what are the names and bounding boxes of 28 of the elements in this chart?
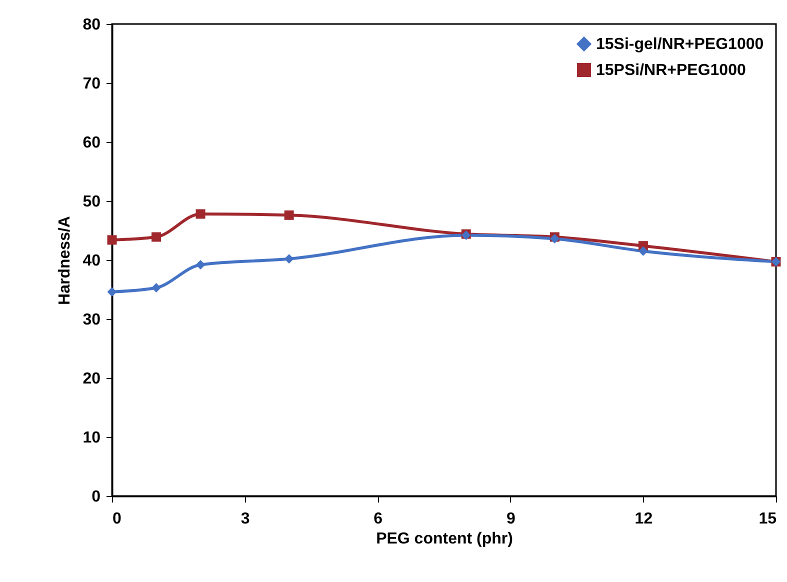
y-axis-title: Hardness/A: [56, 216, 74, 305]
x-tick-label: 3: [240, 510, 250, 528]
y-tick-label: 20: [82, 370, 101, 388]
x-tick-label: 12: [634, 510, 653, 528]
point: [196, 260, 206, 270]
x-tick-label: 9: [506, 510, 516, 528]
x-axis-title: PEG content (phr): [376, 530, 513, 548]
y-tick-label: 40: [82, 252, 101, 270]
y-tick-label: 70: [82, 76, 101, 92]
y-tick-label: 10: [82, 430, 101, 446]
legend-label: 15PSi/NR+PEG1000: [596, 62, 746, 79]
point: [107, 235, 117, 245]
x-tick-label: 15: [758, 510, 777, 528]
y-tick-label: 0: [92, 488, 101, 506]
point: [638, 246, 648, 256]
point: [152, 232, 162, 242]
x-tick-label: 6: [374, 510, 383, 528]
point: [196, 209, 206, 219]
y-tick-label: 80: [82, 16, 101, 34]
y-tick-label: 60: [82, 134, 101, 152]
point: [152, 282, 162, 292]
point: [284, 254, 294, 264]
legend-label: 15Si-gel/NR+PEG1000: [596, 36, 764, 53]
point: [107, 287, 117, 297]
point: [284, 210, 294, 220]
x-tick-label: 0: [112, 510, 122, 528]
y-tick-label: 30: [82, 312, 101, 328]
y-tick-label: 50: [82, 194, 101, 210]
